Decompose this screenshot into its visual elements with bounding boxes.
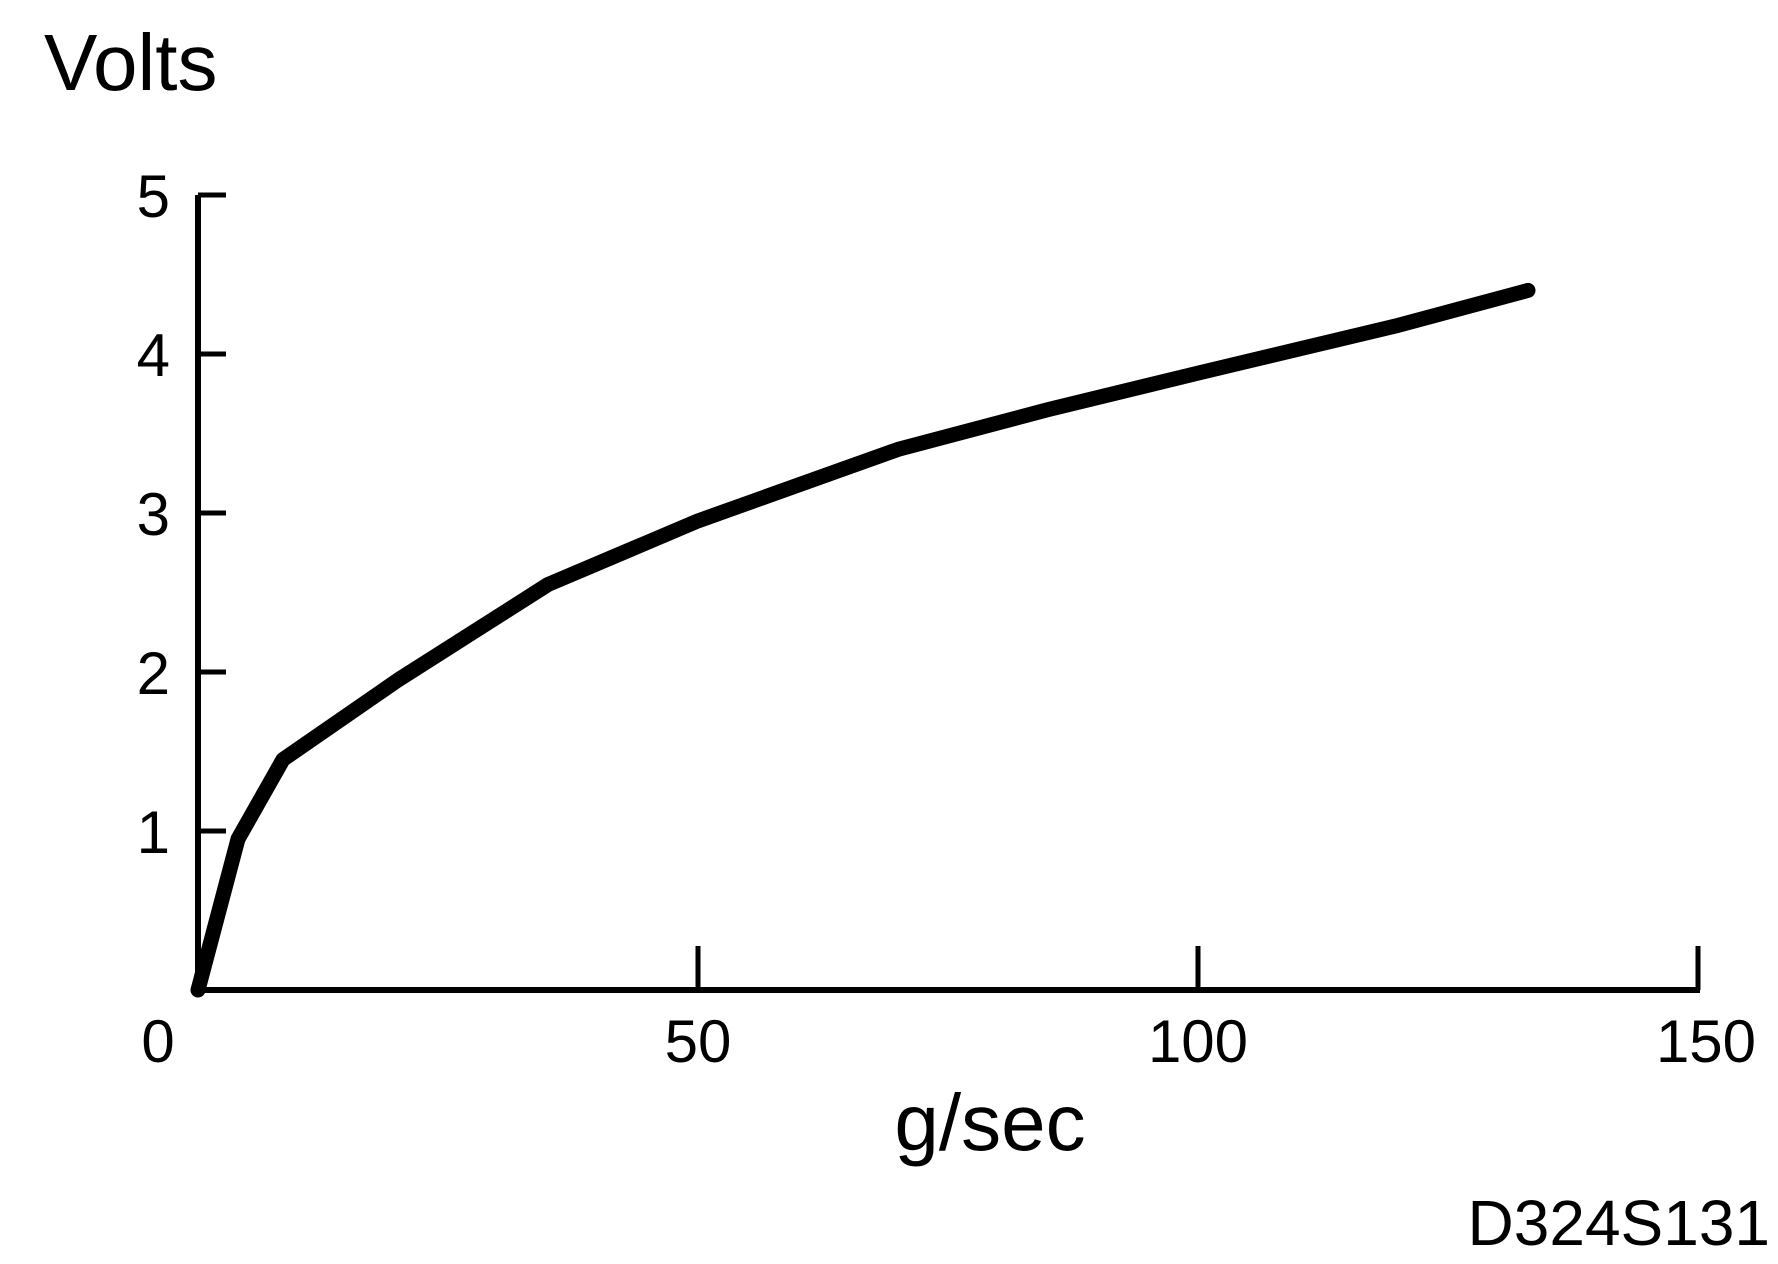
x-axis-title: g/sec <box>894 1078 1085 1167</box>
x-tick-label: 150 <box>1656 1008 1756 1075</box>
series <box>190 282 1536 998</box>
y-axis-title: Volts <box>44 18 217 107</box>
x-tick-label: 50 <box>665 1008 732 1075</box>
y-tick-label: 3 <box>137 481 170 548</box>
x-tick-label: 0 <box>141 1008 174 1075</box>
y-tick-label: 5 <box>137 163 170 230</box>
y-tick-label: 2 <box>137 640 170 707</box>
y-tick-label: 4 <box>137 322 170 389</box>
figure-id: D324S131 <box>1468 1187 1770 1259</box>
axes <box>195 195 1700 993</box>
y-tick-label: 1 <box>137 799 170 866</box>
series-line <box>190 282 1536 998</box>
x-tick-label: 100 <box>1148 1008 1248 1075</box>
